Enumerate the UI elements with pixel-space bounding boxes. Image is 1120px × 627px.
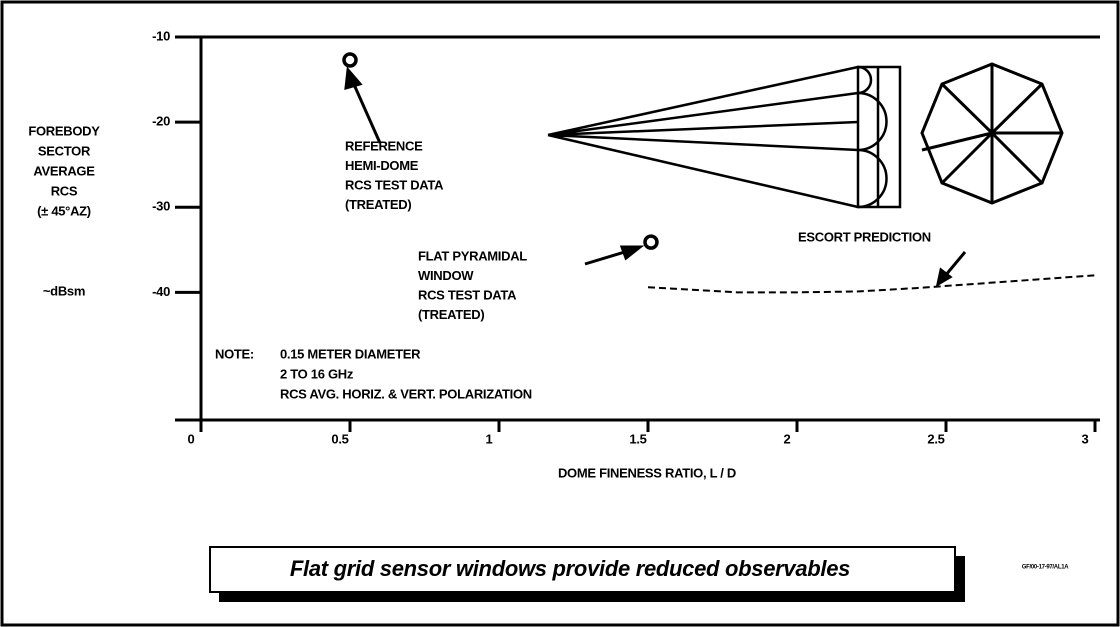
note-line: RCS AVG. HORIZ. & VERT. POLARIZATION [280,386,532,401]
note-label: NOTE: [215,346,254,361]
x-tick-label: 1 [486,431,493,446]
annotation: ESCORT PREDICTION [798,229,931,244]
annotation: REFERENCE [345,138,423,153]
y-tick-label: -30 [152,199,170,214]
annotation: FLAT PYRAMIDAL [418,248,527,263]
data-point [342,52,358,68]
figure-code: GF/00-17-97/AL1A [1022,565,1070,571]
y-tick-label: -20 [152,114,170,129]
y-tick-label: -10 [152,28,170,43]
annotation: RCS TEST DATA [345,177,444,192]
annotation: (TREATED) [418,307,484,322]
arrows [344,66,967,288]
y-axis-label: ~dBsm [43,283,85,298]
y-axis-label: SECTOR [38,143,91,158]
banner-box [209,546,956,593]
polygon-diagram [920,62,1064,205]
y-axis-label: AVERAGE [33,163,95,178]
banner: Flat grid sensor windows provide reduced… [290,556,850,581]
annotation: HEMI-DOME [345,158,419,173]
annotation: RCS TEST DATA [418,287,517,302]
x-tick-label: 1.5 [629,431,646,446]
annotation: WINDOW [418,268,474,283]
note-line: 0.15 METER DIAMETER [280,346,421,361]
x-tick-label: 0 [188,431,195,446]
x-tick-label: 0.5 [331,431,348,446]
data-point [643,234,659,250]
y-axis-label: FOREBODY [28,123,100,138]
x-tick-label: 3 [1082,431,1089,446]
note-line: 2 TO 16 GHz [280,366,354,381]
x-axis-label: DOME FINENESS RATIO, L / D [558,465,736,480]
cone-diagram [547,65,902,209]
x-tick-label: 2 [784,431,791,446]
annotation: (TREATED) [345,197,411,212]
x-tick-label: 2.5 [927,431,944,446]
y-tick-label: -40 [152,284,170,299]
y-axis-label: RCS [51,183,78,198]
prediction-line [647,274,1096,294]
y-axis-label: (± 45°AZ) [37,203,91,218]
